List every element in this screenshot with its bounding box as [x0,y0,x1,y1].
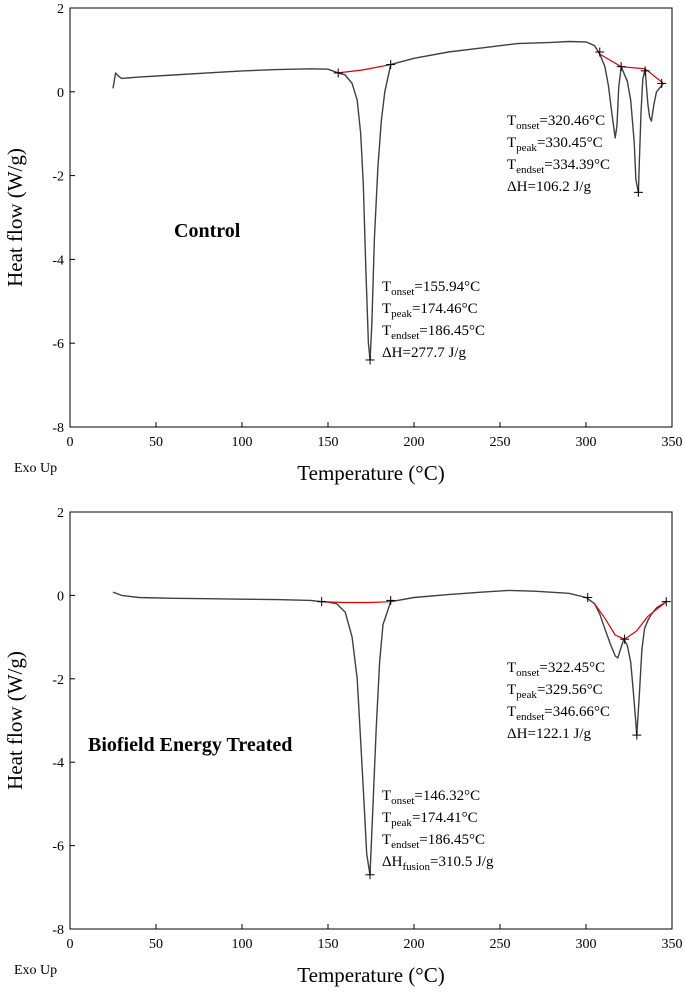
x-tick-label: 250 [490,435,511,450]
annotation-line: Tpeak=330.45°C [507,135,603,154]
baseline-curve [594,601,667,640]
x-tick-label: 150 [318,937,339,952]
y-tick-label: -2 [52,673,64,688]
analysis-marker [317,597,327,607]
annotation-line: ΔH=106.2 J/g [507,179,591,195]
annotation-line: ΔH=277.7 J/g [382,345,466,361]
x-tick-label: 0 [67,435,74,450]
analysis-marker [365,355,375,365]
y-tick-label: -6 [52,840,64,855]
x-tick-label: 350 [662,435,683,450]
y-tick-label: -6 [52,337,64,352]
analysis-marker [640,66,650,76]
y-tick-label: -4 [52,756,64,771]
analysis-marker [386,60,396,70]
thermal-annotation: Tonset=322.45°C Tpeak=329.56°C Tendset=346… [507,660,610,742]
thermal-annotation: Tonset=320.46°C Tpeak=330.45°C Tendset=334… [507,113,610,195]
exo-up-label: Exo Up [14,461,57,476]
y-tick-label: -8 [52,923,64,938]
annotation-line: Tendset=334.39°C [507,157,610,176]
plot-frame [69,511,673,930]
analysis-marker [616,62,626,72]
x-tick-label: 200 [404,937,425,952]
baseline-curve [338,64,391,74]
x-tick-label: 0 [67,937,74,952]
x-tick-label: 100 [232,937,253,952]
y-tick-label: -8 [52,421,64,436]
thermal-annotation: Tonset=155.94°C Tpeak=174.46°C Tendset=186… [382,279,485,361]
x-axis-label: Temperature (°C) [297,963,444,987]
annotation-line: Tpeak=174.41°C [382,810,478,829]
analysis-marker [595,47,605,57]
x-tick-label: 300 [576,435,597,450]
analysis-marker [661,597,671,607]
y-tick-label: -2 [52,170,64,185]
x-tick-label: 250 [490,937,511,952]
baseline-curve [321,601,391,604]
x-tick-label: 50 [149,435,163,450]
annotation-line: Tendset=186.45°C [382,323,485,342]
thermal-annotation: Tonset=146.32°C Tpeak=174.41°C Tendset=186… [382,788,494,873]
y-tick-label: 0 [57,86,64,101]
x-tick-label: 300 [576,937,597,952]
chart-panel-1: 0 50 100 150 200 250 300 350 2 0 -2 -4 -6 -8 Temperatu… [3,2,683,485]
annotation-line: Tonset=320.46°C [507,113,605,132]
y-tick-label: 2 [57,506,64,521]
x-tick-label: 150 [318,435,339,450]
annotation-line: Tonset=155.94°C [382,279,480,298]
annotation-line: Tendset=186.45°C [382,832,485,851]
y-axis-label: Heat flow (W/g) [3,148,27,287]
y-tick-label: 2 [57,2,64,17]
exo-up-label: Exo Up [14,963,57,978]
x-axis-label: Temperature (°C) [297,461,444,485]
chart-panel-2: 0 50 100 150 200 250 300 350 2 0 -2 -4 -6 -8 Temperatu… [3,506,683,987]
annotation-line: ΔHfusion=310.5 J/g [382,854,494,873]
analysis-marker [632,730,642,740]
x-tick-label: 350 [662,937,683,952]
baseline-curve [599,53,664,84]
x-tick-label: 100 [232,435,253,450]
x-tick-label: 200 [404,435,425,450]
x-tick-label: 50 [149,937,163,952]
y-tick-label: 0 [57,589,64,604]
panel-title: Biofield Energy Treated [88,734,292,756]
dsc-curve [112,40,664,361]
analysis-marker [657,78,667,88]
analysis-marker [620,634,630,644]
panel-title: Control [174,220,241,242]
y-tick-label: -4 [52,253,64,268]
analysis-marker [365,870,375,880]
annotation-line: Tendset=346.66°C [507,704,610,723]
annotation-line: Tonset=146.32°C [382,788,480,807]
plot-frame [69,7,673,428]
annotation-line: Tpeak=174.46°C [382,301,478,320]
analysis-marker [583,592,593,602]
y-axis-label: Heat flow (W/g) [3,651,27,790]
analysis-marker [386,595,396,605]
annotation-line: ΔH=122.1 J/g [507,726,591,742]
annotation-line: Tpeak=329.56°C [507,682,603,701]
analysis-marker [633,187,643,197]
annotation-line: Tonset=322.45°C [507,660,605,679]
analysis-marker [333,68,343,78]
